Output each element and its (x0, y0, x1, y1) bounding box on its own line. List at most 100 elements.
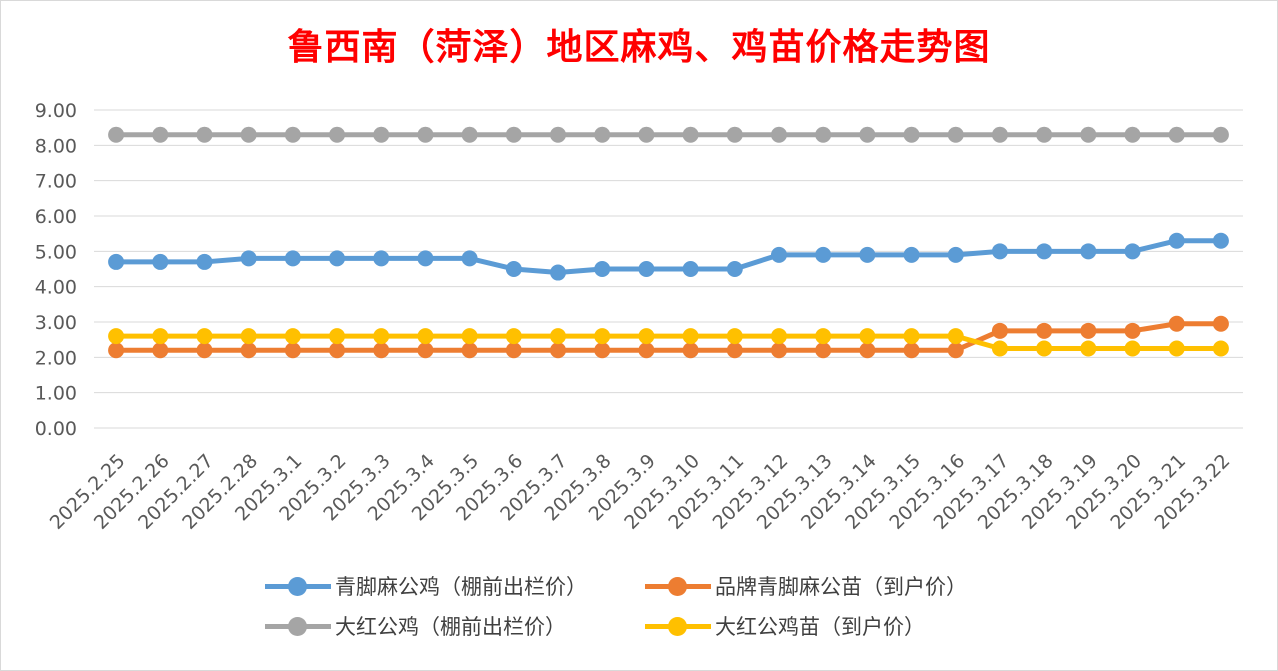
series-1-point (726, 342, 743, 359)
series-0-point (682, 261, 699, 277)
legend-swatch-2 (265, 616, 331, 636)
legend-label-1: 品牌青脚麻公苗（到户价） (715, 575, 967, 599)
y-tick-label: 9.00 (35, 100, 77, 122)
series-3-point (815, 328, 832, 345)
series-2-point (815, 126, 832, 143)
y-tick-label: 5.00 (35, 241, 77, 263)
legend-swatch-1 (645, 576, 711, 596)
legend-item-series-2: 大红公鸡（棚前出栏价） (265, 608, 566, 644)
series-3-point (726, 328, 743, 345)
series-2-point (903, 126, 920, 143)
series-1-point (947, 342, 964, 359)
series-3-point (947, 328, 964, 345)
series-0-point (1036, 243, 1053, 260)
series-2-point (550, 126, 567, 143)
series-0-point (903, 246, 920, 263)
series-2-point (1036, 126, 1053, 143)
series-0-point (1124, 243, 1141, 260)
legend-item-series-3: 大红公鸡苗（到户价） (645, 608, 925, 644)
series-2-point (461, 126, 478, 143)
y-tick-label: 7.00 (35, 171, 77, 193)
series-0-point (947, 246, 964, 263)
series-0-point (991, 243, 1008, 260)
series-3-point (682, 328, 699, 345)
series-3-point (1080, 340, 1097, 357)
series-1-point (903, 342, 920, 359)
series-3-point (594, 328, 611, 345)
series-3-point (461, 328, 478, 345)
series-0-point (505, 261, 522, 277)
series-1-point (240, 342, 257, 359)
y-tick-label: 0.00 (35, 418, 77, 440)
series-3-point (240, 328, 257, 345)
legend-swatch-0 (265, 576, 331, 596)
series-2-point (1168, 126, 1185, 143)
series-3-point (859, 328, 876, 345)
series-2-point (152, 126, 169, 143)
series-3-point (1036, 340, 1053, 357)
y-tick-label: 2.00 (35, 347, 77, 369)
legend-swatch-3 (645, 616, 711, 636)
series-line-3 (113, 333, 1224, 351)
series-2-point (726, 126, 743, 143)
series-2-point (1212, 126, 1229, 143)
series-3-point (196, 328, 213, 345)
series-0-point (815, 246, 832, 263)
legend-item-series-1: 品牌青脚麻公苗（到户价） (645, 568, 967, 604)
series-2-point (859, 126, 876, 143)
series-0-point (1212, 232, 1229, 249)
series-0-point (329, 250, 346, 267)
series-0-point (196, 253, 213, 270)
chart-title: 鲁西南（菏泽）地区麻鸡、鸡苗价格走势图 (287, 26, 991, 68)
series-0-point (284, 250, 301, 267)
series-0-point (550, 264, 567, 281)
series-1-point (682, 342, 699, 359)
series-3-point (373, 328, 390, 345)
series-2-point (770, 126, 787, 143)
series-0-point (417, 250, 434, 267)
series-1-point (196, 342, 213, 359)
series-1-point (991, 322, 1008, 339)
series-2-point (638, 126, 655, 143)
series-2-point (373, 126, 390, 143)
series-2-point (284, 126, 301, 143)
y-axis-ticks: 0.00 1.00 2.00 3.00 4.00 5.00 6.00 7.00 8.00 9.00 (35, 100, 77, 440)
series-0-point (152, 253, 169, 270)
series-0-point (108, 253, 125, 270)
y-tick-label: 1.00 (35, 383, 77, 405)
legend-item-series-0: 青脚麻公鸡（棚前出栏价） (265, 568, 587, 604)
series-1-point (1080, 322, 1097, 339)
series-3-point (1124, 340, 1141, 357)
series-2-point (505, 126, 522, 143)
series-0-point (373, 250, 390, 267)
series-0-point (240, 250, 257, 267)
y-tick-label: 6.00 (35, 206, 77, 228)
legend-label-0: 青脚麻公鸡（棚前出栏价） (335, 575, 587, 599)
series-1-point (152, 342, 169, 359)
series-1-point (1212, 315, 1229, 332)
series-0-point (638, 261, 655, 277)
series-1-point (417, 342, 434, 359)
y-tick-label: 4.00 (35, 277, 77, 299)
y-tick-label: 3.00 (35, 312, 77, 334)
series-2-point (594, 126, 611, 143)
series-2 (108, 126, 1229, 143)
series-0-point (770, 246, 787, 263)
series-3-point (903, 328, 920, 345)
series-1-point (108, 342, 125, 359)
series-3-point (152, 328, 169, 345)
series-2-point (417, 126, 434, 143)
series-1-point (638, 342, 655, 359)
series-3 (108, 328, 1229, 357)
series-1-point (329, 342, 346, 359)
series-1-point (373, 342, 390, 359)
series-2-point (196, 126, 213, 143)
series-0-point (859, 246, 876, 263)
series-2-point (991, 126, 1008, 143)
series-2-point (329, 126, 346, 143)
series-3-point (638, 328, 655, 345)
legend-label-3: 大红公鸡苗（到户价） (715, 615, 925, 639)
x-axis-ticks: 2025.2.252025.2.262025.2.272025.2.282025… (46, 450, 1235, 534)
series-1-point (770, 342, 787, 359)
series-3-point (991, 340, 1008, 357)
